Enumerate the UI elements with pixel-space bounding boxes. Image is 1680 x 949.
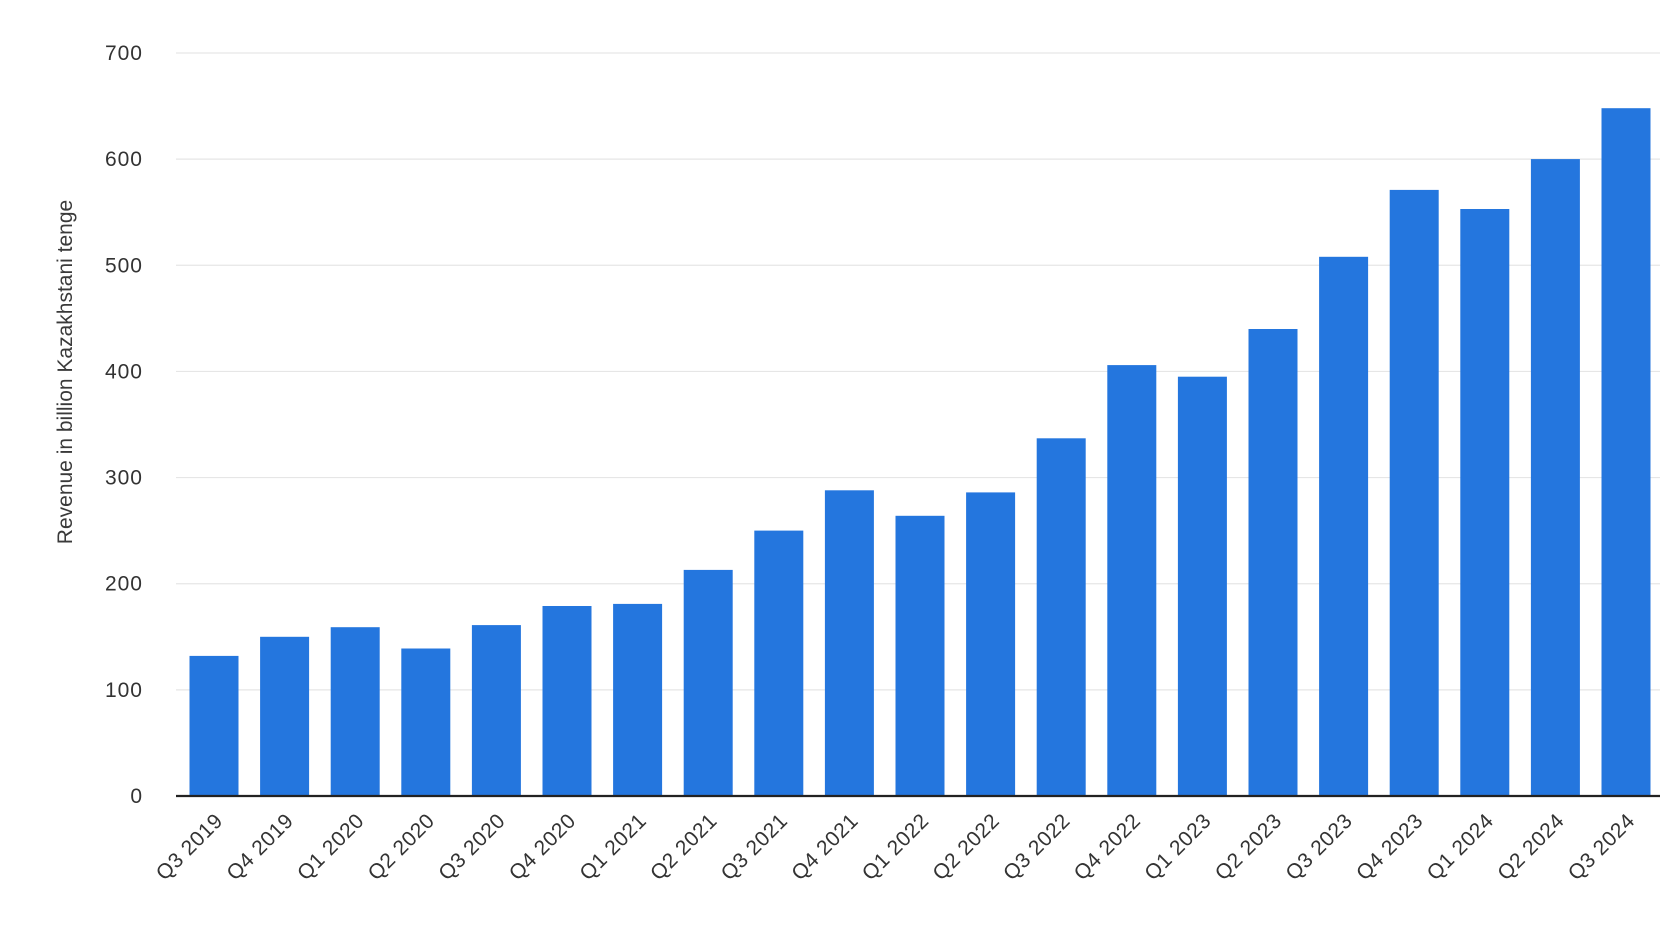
- y-tick-label: 600: [105, 148, 143, 171]
- bar[interactable]: [1177, 376, 1227, 796]
- bar[interactable]: [401, 648, 451, 797]
- x-tick-label: Q4 2020: [505, 809, 581, 885]
- y-tick-label: 700: [105, 42, 143, 65]
- bar[interactable]: [1107, 365, 1157, 796]
- x-tick-label: Q2 2023: [1211, 809, 1287, 885]
- bar[interactable]: [1389, 189, 1439, 796]
- x-tick-label: Q4 2023: [1352, 809, 1428, 885]
- gridlines: [176, 52, 1660, 691]
- x-tick-label: Q4 2019: [222, 809, 298, 885]
- x-tick-label: Q3 2020: [434, 809, 510, 885]
- bar[interactable]: [1530, 159, 1580, 797]
- bar[interactable]: [542, 606, 592, 796]
- y-tick-label: 200: [105, 573, 143, 596]
- bar[interactable]: [1319, 256, 1369, 796]
- x-tick-label: Q2 2024: [1493, 809, 1569, 885]
- x-tick-label: Q2 2020: [364, 809, 440, 885]
- bar[interactable]: [260, 636, 310, 796]
- x-tick-label: Q3 2023: [1281, 809, 1357, 885]
- bar[interactable]: [966, 492, 1016, 796]
- bar[interactable]: [1460, 209, 1510, 796]
- y-axis-ticks: 0 100 200 300 400 500 600 700: [105, 42, 143, 808]
- y-tick-label: 100: [105, 679, 143, 702]
- y-tick-label: 400: [105, 360, 143, 383]
- x-tick-label: Q1 2021: [575, 809, 651, 885]
- bar[interactable]: [1036, 438, 1086, 796]
- bar[interactable]: [189, 655, 239, 796]
- x-tick-label: Q4 2021: [787, 809, 863, 885]
- x-tick-label: Q3 2019: [152, 809, 228, 885]
- bar[interactable]: [613, 603, 663, 796]
- x-tick-label: Q1 2020: [293, 809, 369, 885]
- bar[interactable]: [471, 625, 521, 796]
- x-tick-label: Q1 2024: [1423, 809, 1499, 885]
- x-tick-label: Q3 2021: [717, 809, 793, 885]
- x-tick-label: Q3 2024: [1564, 809, 1640, 885]
- x-tick-label: Q3 2022: [999, 809, 1075, 885]
- x-tick-label: Q2 2021: [646, 809, 722, 885]
- bar[interactable]: [754, 530, 804, 796]
- y-tick-label: 500: [105, 254, 143, 277]
- x-tick-label: Q1 2023: [1140, 809, 1216, 885]
- bars: [189, 108, 1651, 797]
- x-tick-label: Q4 2022: [1070, 809, 1146, 885]
- bar[interactable]: [895, 515, 945, 796]
- bar[interactable]: [683, 569, 733, 796]
- bar[interactable]: [330, 627, 380, 796]
- y-tick-label: 0: [130, 785, 143, 808]
- bar[interactable]: [1248, 329, 1298, 796]
- x-tick-label: Q1 2022: [858, 809, 934, 885]
- y-tick-label: 300: [105, 467, 143, 490]
- bar[interactable]: [824, 490, 874, 796]
- bar[interactable]: [1601, 108, 1651, 796]
- y-axis-title: Revenue in billion Kazakhstani tenge: [54, 200, 77, 544]
- x-tick-label: Q2 2022: [928, 809, 1004, 885]
